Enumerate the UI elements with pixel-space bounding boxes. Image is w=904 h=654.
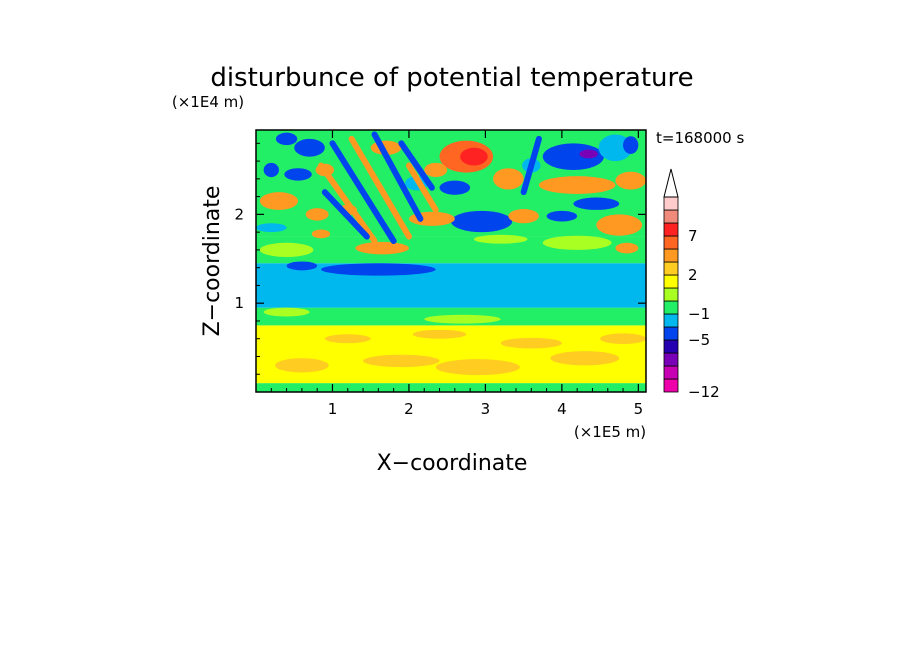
colorbar-label: −5 bbox=[688, 331, 710, 349]
field-layer-middle bbox=[256, 263, 646, 308]
contour-blob bbox=[311, 229, 331, 239]
contour-blob bbox=[615, 171, 646, 190]
contour-blob bbox=[573, 197, 620, 210]
chart-title: disturbunce of potential temperature bbox=[210, 63, 693, 93]
contour-blob bbox=[263, 162, 279, 178]
contour-blob bbox=[598, 134, 633, 162]
colorbar-label: −1 bbox=[688, 305, 710, 323]
contour-blob bbox=[550, 351, 620, 366]
time-label: t=168000 s bbox=[656, 129, 744, 147]
contour-blob bbox=[275, 358, 329, 373]
contour-blob bbox=[596, 214, 643, 236]
x-tick-label: 1 bbox=[328, 400, 338, 418]
colorbar-segment bbox=[663, 261, 679, 276]
colorbar-segment bbox=[663, 274, 679, 289]
contour-blob bbox=[363, 354, 440, 368]
contour-blob bbox=[538, 176, 616, 194]
contour-blob bbox=[305, 208, 329, 221]
colorbar-segment bbox=[663, 352, 679, 367]
contour-blob bbox=[542, 235, 612, 250]
y-axis: 12 bbox=[234, 142, 646, 375]
contour-streak bbox=[318, 162, 378, 245]
contour-blob bbox=[508, 209, 539, 224]
contour-blob bbox=[294, 138, 325, 157]
contour-blob bbox=[460, 147, 488, 166]
y-tick-label: 1 bbox=[234, 294, 244, 312]
field-layer-surface bbox=[256, 383, 646, 392]
contour-blob bbox=[412, 329, 467, 339]
colorbar-segment bbox=[663, 313, 679, 328]
contour-streak bbox=[398, 140, 435, 191]
contour-blob bbox=[263, 307, 310, 317]
colorbar-segment bbox=[663, 287, 679, 302]
contour-blob bbox=[424, 162, 448, 178]
contour-field bbox=[256, 130, 646, 392]
contour-blob bbox=[259, 242, 314, 258]
x-tick-label: 2 bbox=[404, 400, 414, 418]
colorbar-segment bbox=[663, 326, 679, 341]
contour-streak bbox=[329, 140, 397, 245]
contour-blob bbox=[500, 337, 562, 349]
contour-blob bbox=[546, 210, 578, 222]
contour-streak bbox=[371, 131, 424, 222]
x-tick-label: 3 bbox=[481, 400, 491, 418]
colorbar-label: −12 bbox=[688, 383, 720, 401]
contour-blob bbox=[259, 192, 299, 210]
colorbar-segment bbox=[663, 365, 679, 380]
colorbar-extend-arrow bbox=[663, 168, 679, 198]
colorbar-segment bbox=[663, 235, 679, 250]
x-unit-label: (×1E5 m) bbox=[574, 423, 646, 441]
colorbar-segment bbox=[663, 222, 679, 237]
contour-blob bbox=[424, 314, 501, 324]
contour-blob bbox=[451, 210, 513, 233]
contour-blob bbox=[286, 261, 318, 271]
contour-blob bbox=[473, 234, 528, 244]
colorbar-label: 2 bbox=[688, 266, 698, 284]
x-tick-label: 4 bbox=[557, 400, 567, 418]
contour-streak bbox=[405, 162, 439, 213]
contour-blob bbox=[324, 334, 371, 344]
contour-blob bbox=[623, 136, 639, 154]
contour-streak bbox=[321, 189, 370, 240]
contour-blob bbox=[321, 263, 436, 276]
colorbar: −12−5−127 bbox=[663, 168, 720, 401]
contour-blob bbox=[256, 223, 287, 233]
y-unit-label: (×1E4 m) bbox=[172, 93, 244, 111]
contour-blob bbox=[435, 359, 520, 376]
colorbar-segment bbox=[663, 196, 679, 211]
y-axis-label: Z−coordinate bbox=[200, 186, 225, 337]
y-tick-label: 2 bbox=[234, 205, 244, 223]
contour-blob bbox=[355, 241, 409, 255]
colorbar-segment bbox=[663, 209, 679, 224]
colorbar-label: 7 bbox=[688, 227, 698, 245]
contour-blob bbox=[600, 333, 646, 345]
contour-blob bbox=[615, 242, 639, 254]
colorbar-segment bbox=[663, 300, 679, 315]
x-tick-label: 5 bbox=[634, 400, 644, 418]
plot-frame bbox=[255, 129, 647, 393]
colorbar-segment bbox=[663, 339, 679, 354]
contour-blob bbox=[284, 168, 312, 181]
contour-blob bbox=[493, 168, 524, 190]
contour-streak bbox=[348, 135, 412, 240]
x-axis-label: X−coordinate bbox=[377, 451, 528, 476]
colorbar-segment bbox=[663, 248, 679, 263]
contour-streak bbox=[520, 135, 542, 196]
contour-blob bbox=[275, 132, 298, 146]
contour-blob bbox=[579, 149, 598, 159]
x-axis: 1 2 3 4 5 bbox=[270, 130, 644, 418]
colorbar-segment bbox=[663, 378, 679, 393]
contour-blob bbox=[439, 180, 471, 195]
